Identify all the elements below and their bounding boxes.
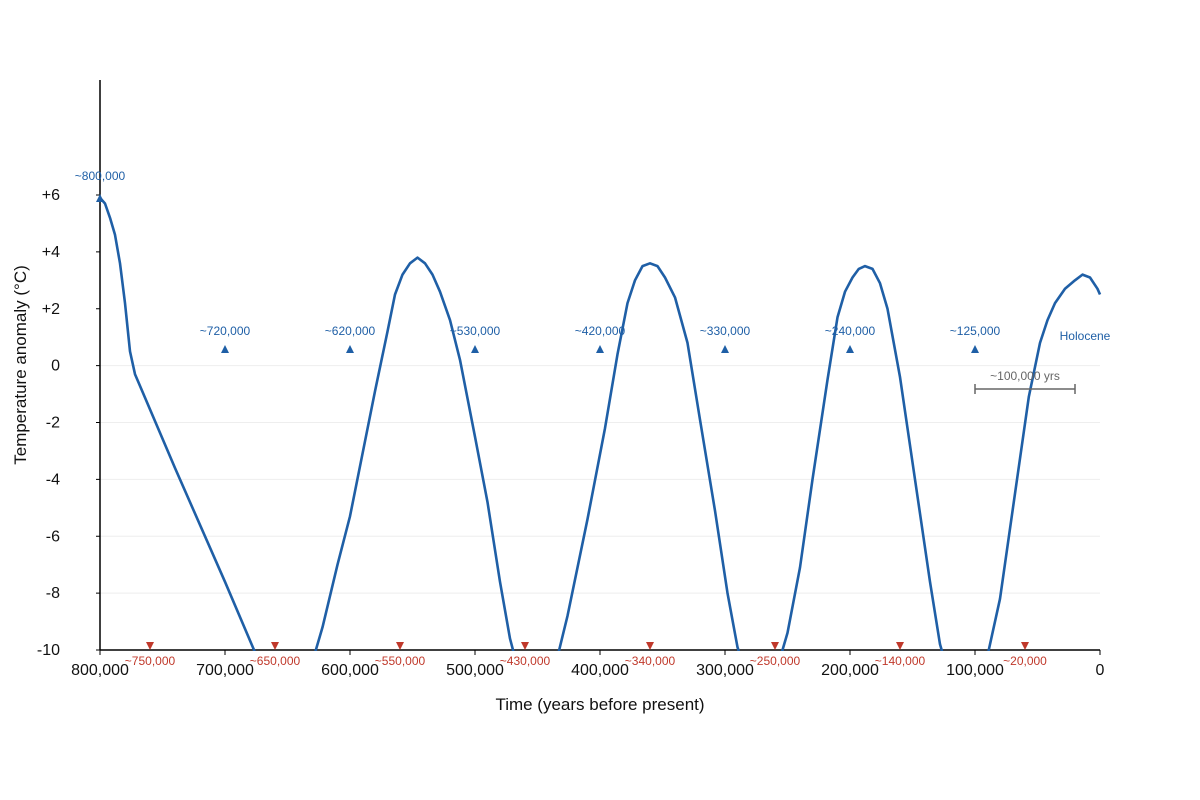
y-tick-label: -2 [46, 415, 60, 432]
peak-label: ~620,000 [325, 324, 376, 338]
x-tick-label: 300,000 [696, 662, 754, 679]
trough-label: ~20,000 [1003, 654, 1047, 668]
x-tick-label: 0 [1096, 662, 1105, 679]
peak-label: ~530,000 [450, 324, 501, 338]
trough-label: ~250,000 [750, 654, 801, 668]
peak-marker [221, 345, 229, 353]
x-tick-label: 800,000 [71, 662, 129, 679]
y-tick-label: -4 [46, 471, 60, 488]
x-ticks: 800,000 700,000 600,000 500,000 400,000 300,0… [71, 650, 1105, 679]
trough-label: ~340,000 [625, 654, 676, 668]
scale-bar-label: ~100,000 yrs [990, 369, 1060, 383]
trough-marker [521, 642, 529, 650]
x-tick-label: 600,000 [321, 662, 379, 679]
grid-lines [100, 365, 1100, 594]
trough-marker [271, 642, 279, 650]
x-tick-label: 200,000 [821, 662, 879, 679]
y-tick-label: -10 [37, 642, 60, 659]
series-line [99, 196, 1102, 651]
peak-markers: ~800,000 ~720,000 ~620,000 ~530,000 ~420,000… [75, 169, 1001, 353]
y-tick-label: 0 [51, 358, 60, 375]
peak-marker [96, 194, 104, 202]
trough-marker [1021, 642, 1029, 650]
trough-label: ~550,000 [375, 654, 426, 668]
axes [99, 80, 1100, 651]
peak-label: ~240,000 [825, 324, 876, 338]
peak-label: ~330,000 [700, 324, 751, 338]
trough-marker [896, 642, 904, 650]
x-tick-label: 400,000 [571, 662, 629, 679]
peak-label: ~720,000 [200, 324, 251, 338]
y-tick-label: -6 [46, 528, 60, 545]
y-tick-label: +6 [42, 187, 60, 204]
y-ticks: +6 +4 +2 0 -2 -4 -6 -8 -10 [37, 187, 100, 659]
scale-bar: ~100,000 yrs [974, 369, 1076, 394]
y-tick-label: -8 [46, 585, 60, 602]
y-tick-label: +2 [42, 301, 60, 318]
peak-marker [346, 345, 354, 353]
trough-markers: ~750,000 ~650,000 ~550,000 ~430,000 ~340,000… [125, 642, 1047, 668]
trough-marker [146, 642, 154, 650]
x-tick-label: 700,000 [196, 662, 254, 679]
peak-marker [596, 345, 604, 353]
trough-label: ~140,000 [875, 654, 926, 668]
trough-label: ~430,000 [500, 654, 551, 668]
trough-marker [771, 642, 779, 650]
peak-marker [971, 345, 979, 353]
peak-label: ~800,000 [75, 169, 126, 183]
trough-marker [396, 642, 404, 650]
peak-marker [471, 345, 479, 353]
trough-marker [646, 642, 654, 650]
peak-label: ~420,000 [575, 324, 626, 338]
y-tick-label: +4 [42, 244, 60, 261]
x-tick-label: 100,000 [946, 662, 1004, 679]
holocene-label: Holocene [1060, 329, 1111, 343]
trough-label: ~750,000 [125, 654, 176, 668]
peak-marker [846, 345, 854, 353]
y-axis-title: Temperature anomaly (°C) [11, 265, 30, 465]
x-axis-title: Time (years before present) [495, 695, 704, 714]
peak-label: ~125,000 [950, 324, 1001, 338]
trough-label: ~650,000 [250, 654, 301, 668]
peak-marker [721, 345, 729, 353]
series [99, 196, 1102, 651]
x-tick-label: 500,000 [446, 662, 504, 679]
